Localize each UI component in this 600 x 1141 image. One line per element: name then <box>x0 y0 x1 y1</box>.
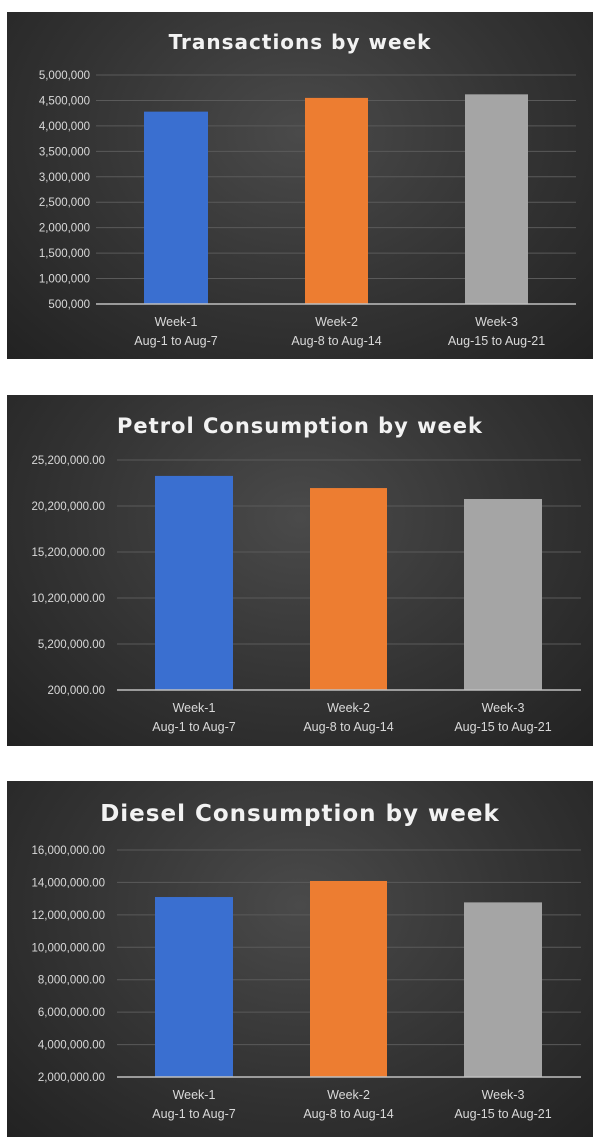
x-tick-label: Week-1 <box>173 1088 216 1102</box>
y-tick-label: 200,000.00 <box>47 685 105 697</box>
y-tick-label: 5,200,000.00 <box>38 639 105 651</box>
x-tick-label: Week-3 <box>482 1088 525 1102</box>
x-tick-sublabel: Aug-15 to Aug-21 <box>454 720 551 734</box>
x-tick-label: Week-3 <box>475 315 518 329</box>
y-tick-label: 2,000,000.00 <box>38 1072 105 1084</box>
y-tick-label: 500,000 <box>48 299 90 311</box>
chart-svg: Transactions by week 500,000 1,000,000 1,50… <box>39 30 576 348</box>
x-tick-sublabel: Aug-15 to Aug-21 <box>454 1107 551 1121</box>
x-tick-sublabel: Aug-1 to Aug-7 <box>134 334 217 348</box>
y-tick-label: 25,200,000.00 <box>31 455 105 467</box>
transactions-chart: Transactions by week 500,000 1,000,000 1,50… <box>7 12 593 359</box>
y-tick-label: 10,200,000.00 <box>31 593 105 605</box>
x-tick-sublabel: Aug-8 to Aug-14 <box>303 720 393 734</box>
y-tick-label: 6,000,000.00 <box>38 1007 105 1019</box>
y-tick-label: 8,000,000.00 <box>38 975 105 987</box>
x-tick-label: Week-1 <box>155 315 198 329</box>
y-tick-label: 3,500,000 <box>39 146 90 158</box>
chart-title: Transactions by week <box>169 30 432 54</box>
x-tick-sublabel: Aug-8 to Aug-14 <box>303 1107 393 1121</box>
x-tick-sublabel: Aug-1 to Aug-7 <box>152 720 235 734</box>
chart-title: Petrol Consumption by week <box>117 414 483 438</box>
y-tick-label: 16,000,000.00 <box>31 845 105 857</box>
chart-svg: Petrol Consumption by week 200,000.00 5,20… <box>31 414 581 734</box>
x-tick-sublabel: Aug-1 to Aug-7 <box>152 1107 235 1121</box>
chart-title: Diesel Consumption by week <box>100 801 500 827</box>
bar-2 <box>305 97 368 305</box>
y-tick-label: 4,500,000 <box>39 95 90 107</box>
bar-2 <box>310 880 387 1077</box>
y-tick-label: 15,200,000.00 <box>31 547 105 559</box>
y-tick-label: 12,000,000.00 <box>31 910 105 922</box>
y-tick-label: 2,500,000 <box>39 197 90 209</box>
bar-1 <box>155 475 233 690</box>
diesel-chart: Diesel Consumption by week 2,000,000.00 4,… <box>7 781 593 1137</box>
x-tick-label: Week-2 <box>327 1088 370 1102</box>
x-tick-label: Week-2 <box>315 315 358 329</box>
x-tick-label: Week-3 <box>482 701 525 715</box>
y-tick-label: 2,000,000 <box>39 223 90 235</box>
y-tick-label: 20,200,000.00 <box>31 501 105 513</box>
bar-3 <box>464 499 542 690</box>
bar-3 <box>465 94 528 305</box>
x-tick-label: Week-2 <box>327 701 370 715</box>
y-tick-label: 1,000,000 <box>39 274 90 286</box>
petrol-chart: Petrol Consumption by week 200,000.00 5,20… <box>7 395 593 746</box>
y-tick-label: 4,000,000.00 <box>38 1040 105 1052</box>
bar-1 <box>144 111 208 304</box>
bar-3 <box>464 902 542 1077</box>
y-tick-label: 10,000,000.00 <box>31 942 105 954</box>
y-tick-label: 5,000,000 <box>39 70 90 82</box>
bar-1 <box>155 897 233 1077</box>
bar-2 <box>310 488 387 690</box>
y-tick-label: 4,000,000 <box>39 121 90 133</box>
y-tick-label: 1,500,000 <box>39 248 90 260</box>
x-tick-label: Week-1 <box>173 701 216 715</box>
y-tick-label: 3,000,000 <box>39 172 90 184</box>
x-tick-sublabel: Aug-8 to Aug-14 <box>291 334 381 348</box>
y-tick-label: 14,000,000.00 <box>31 877 105 889</box>
x-tick-sublabel: Aug-15 to Aug-21 <box>448 334 545 348</box>
chart-svg: Diesel Consumption by week 2,000,000.00 4,… <box>31 801 581 1121</box>
